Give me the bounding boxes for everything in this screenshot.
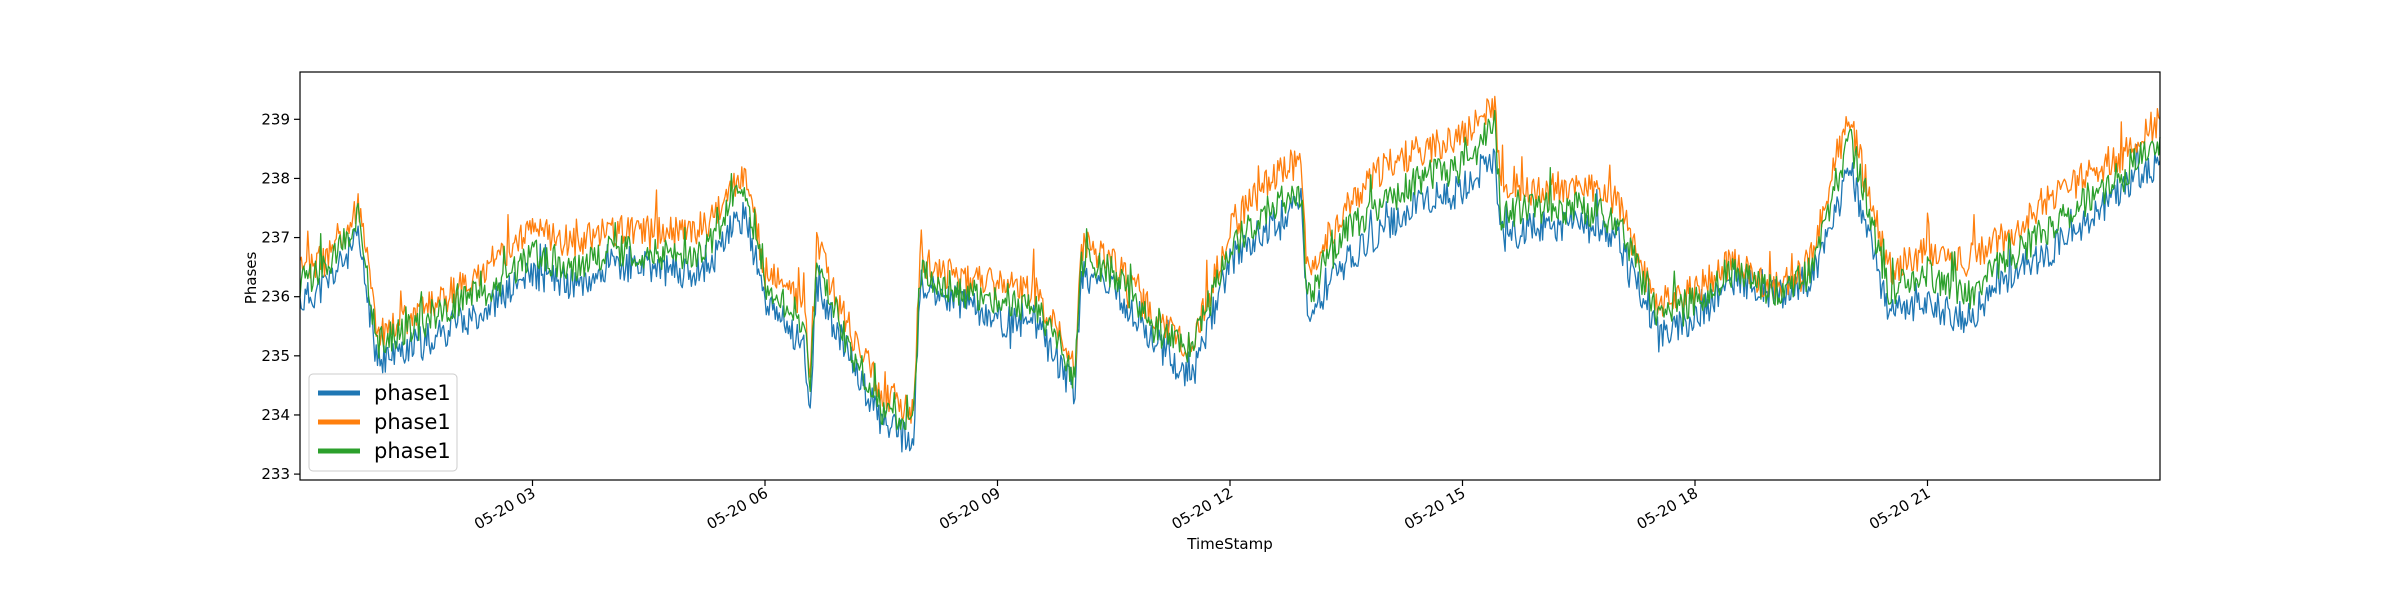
y-tick-label: 238 xyxy=(261,169,290,187)
x-tick-label: 05-20 18 xyxy=(1634,484,1701,533)
y-tick-label: 234 xyxy=(261,406,290,424)
legend-box xyxy=(308,373,458,472)
x-tick-label: 05-20 21 xyxy=(1866,484,1933,533)
legend-label: phase1 xyxy=(374,410,451,434)
plot-area xyxy=(300,72,2160,480)
x-tick-label: 05-20 15 xyxy=(1401,484,1468,533)
x-axis: 05-20 03 05-20 06 05-20 09 05-20 12 05-20 15… xyxy=(471,480,1934,533)
series-line-3 xyxy=(299,109,2161,431)
y-tick-label: 237 xyxy=(261,229,290,247)
legend: phase1 phase1 phase1 xyxy=(308,373,458,472)
y-tick-label: 239 xyxy=(261,110,290,128)
legend-label: phase1 xyxy=(374,381,451,405)
y-axis: 233 234 235 236 237 238 239 xyxy=(261,110,300,483)
series-line-1 xyxy=(299,144,2161,453)
x-tick-label: 05-20 06 xyxy=(704,484,771,533)
x-axis-label: TimeStamp xyxy=(1186,535,1272,553)
x-tick-label: 05-20 03 xyxy=(471,484,538,533)
x-tick-label: 05-20 12 xyxy=(1169,484,1236,533)
y-tick-label: 233 xyxy=(261,465,290,483)
legend-label: phase1 xyxy=(374,439,451,463)
y-tick-label: 235 xyxy=(261,347,290,365)
y-axis-label: Phases xyxy=(242,252,260,305)
x-tick-label: 05-20 09 xyxy=(936,484,1003,533)
series-layer xyxy=(299,95,2161,453)
y-tick-label: 236 xyxy=(261,288,290,306)
